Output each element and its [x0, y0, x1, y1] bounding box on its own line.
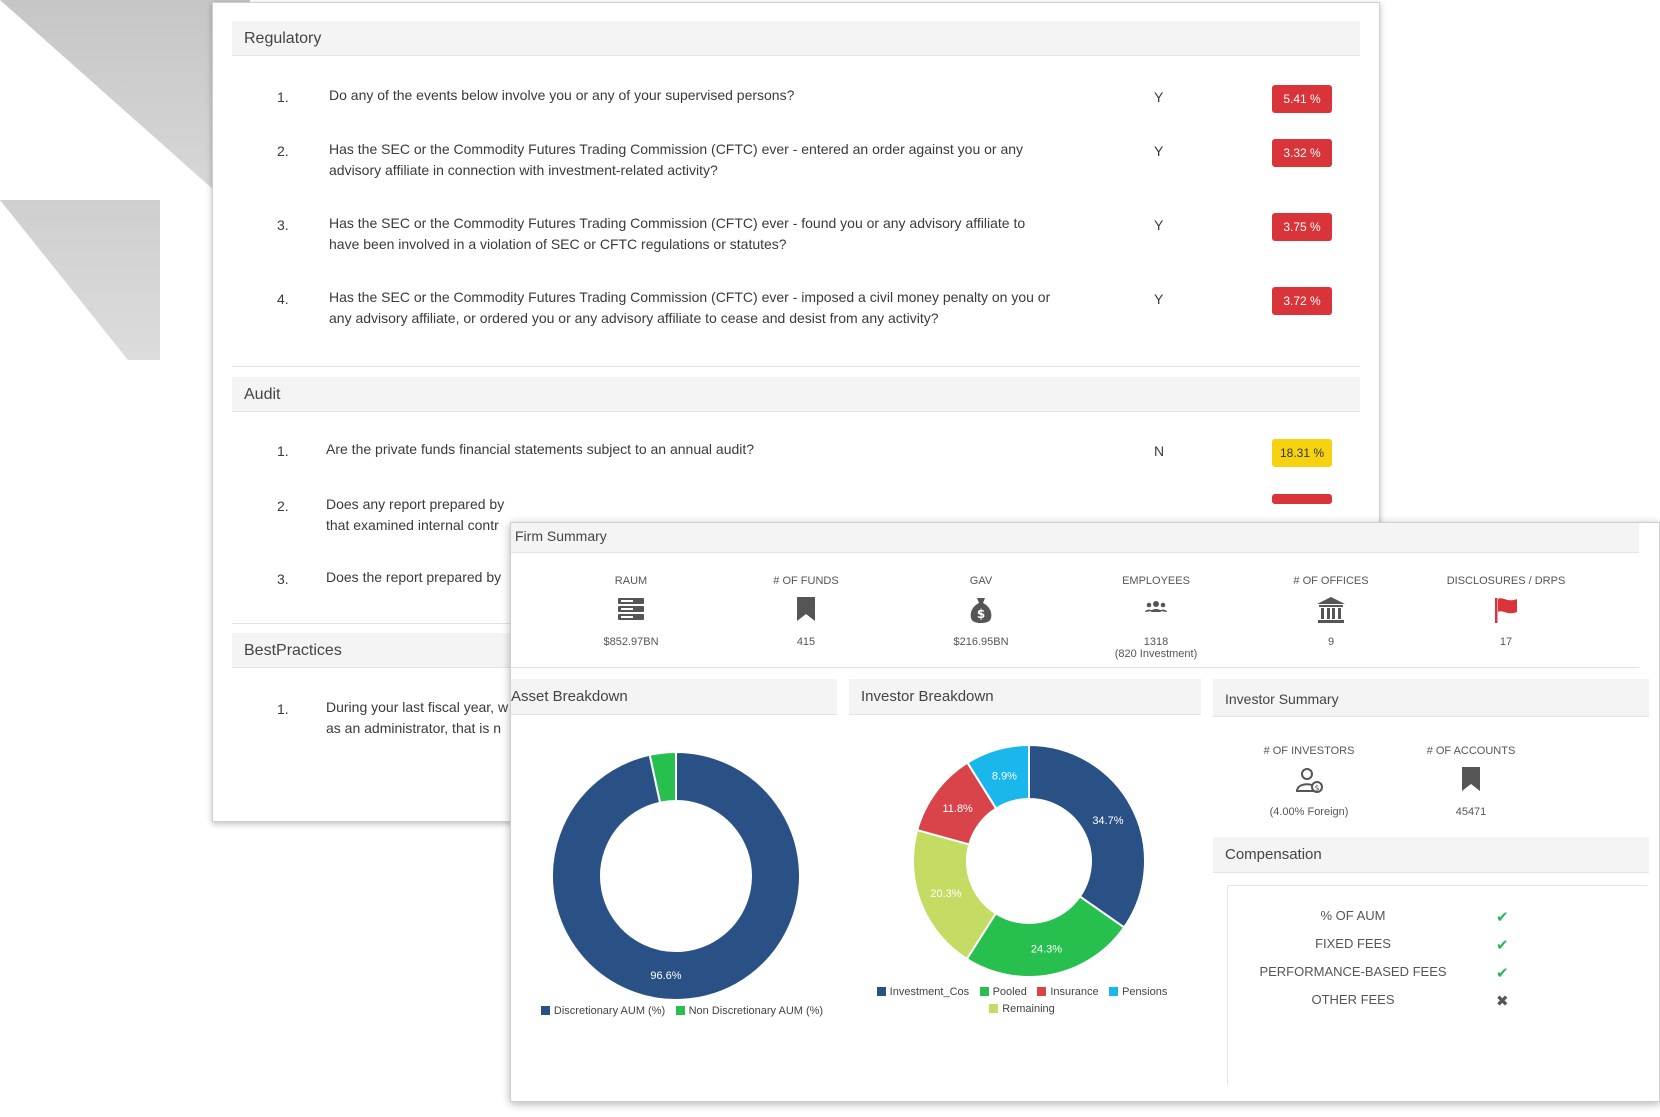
legend-swatch — [1109, 987, 1119, 996]
legend-swatch — [876, 987, 886, 996]
check-icon: ✔ — [1496, 937, 1509, 954]
question-text: Does the report prepared by — [326, 569, 502, 585]
donut-slice[interactable] — [1028, 743, 1146, 929]
legend-item[interactable]: Non Discretionary AUM (%) — [675, 1005, 823, 1017]
bank-icon — [1251, 596, 1411, 630]
bookmark-icon — [1391, 766, 1551, 800]
question-answer: Y — [1154, 217, 1164, 233]
legend-swatch — [989, 1004, 999, 1013]
slice-label: 34.7% — [1092, 815, 1123, 827]
firm-summary-header: Firm Summary — [511, 523, 1639, 553]
asset-breakdown-chart: 96.6% — [551, 750, 801, 1001]
stat-employees: EMPLOYEES 1318 (820 Investment) — [1076, 575, 1236, 660]
question-text: Has the SEC or the Commodity Futures Tra… — [329, 215, 1026, 252]
question-answer: Y — [1154, 291, 1164, 307]
legend-item[interactable]: Remaining — [989, 1001, 1055, 1017]
question-text: Do any of the events below involve you o… — [329, 87, 795, 103]
slice-label: 8.9% — [992, 770, 1017, 782]
donut-slice[interactable] — [551, 750, 801, 1001]
question-number: 1. — [277, 89, 289, 105]
stat-funds: # OF FUNDS 415 — [726, 575, 886, 648]
asset-breakdown-header: Asset Breakdown — [511, 679, 837, 715]
compensation-list: % OF AUM ✔ FIXED FEES ✔ PERFORMANCE-BASE… — [1227, 885, 1647, 1085]
percentage-badge: 3.32 % — [1272, 139, 1332, 167]
question-number: 2. — [277, 498, 289, 514]
question-number: 2. — [277, 143, 289, 159]
check-icon: ✔ — [1496, 909, 1509, 926]
section-divider — [232, 366, 1360, 367]
server-icon — [551, 596, 711, 630]
svg-text:$: $ — [977, 607, 985, 621]
legend-swatch — [1037, 987, 1047, 996]
question-number: 1. — [277, 701, 289, 717]
question-number: 4. — [277, 291, 289, 307]
legend-swatch — [675, 1006, 685, 1015]
stat-gav: GAV $ $216.95BN — [901, 575, 1061, 648]
investor-summary-header: Investor Summary — [1213, 679, 1649, 717]
stat-accounts: # OF ACCOUNTS 45471 — [1391, 745, 1551, 818]
legend-item[interactable]: Insurance — [1037, 984, 1099, 1000]
legend-item[interactable]: Discretionary AUM (%) — [540, 1005, 665, 1017]
percentage-badge: 3.75 % — [1272, 213, 1332, 241]
investor-breakdown-chart: 34.7% 24.3% 20.3% 11.8% 8.9% — [912, 743, 1146, 978]
percentage-badge — [1272, 494, 1332, 504]
percentage-badge: 3.72 % — [1272, 287, 1332, 315]
question-text: Are the private funds financial statemen… — [326, 441, 755, 457]
users-icon — [1076, 596, 1236, 630]
question-answer: Y — [1154, 89, 1164, 105]
slice-label: 20.3% — [930, 888, 961, 900]
legend-item[interactable]: Pensions — [1109, 984, 1167, 1000]
donut-slice[interactable] — [966, 743, 1030, 810]
percentage-badge: 18.31 % — [1272, 439, 1332, 467]
slice-label: 11.8% — [942, 803, 973, 815]
percentage-badge: 5.41 % — [1272, 85, 1332, 113]
investor-breakdown-header: Investor Breakdown — [849, 679, 1201, 715]
money-bag-icon: $ — [901, 596, 1061, 630]
legend-item[interactable]: Pooled — [979, 984, 1027, 1000]
question-number: 3. — [277, 217, 289, 233]
stat-raum: RAUM $852.97BN — [551, 575, 711, 648]
stat-offices: # OF OFFICES 9 — [1251, 575, 1411, 648]
question-answer: Y — [1154, 143, 1164, 159]
audit-header: Audit — [232, 377, 1360, 412]
donut-slice[interactable] — [648, 750, 677, 804]
regulatory-header: Regulatory — [232, 21, 1360, 56]
question-text: Has the SEC or the Commodity Futures Tra… — [329, 289, 1051, 326]
question-text: During your last fiscal year, w as an ad… — [326, 699, 509, 736]
svg-text:$: $ — [1314, 784, 1319, 793]
flag-icon — [1426, 596, 1586, 630]
section-divider — [511, 667, 1639, 668]
asset-legend: Discretionary AUM (%) Non Discretionary … — [535, 1001, 835, 1019]
question-text: Has the SEC or the Commodity Futures Tra… — [329, 141, 1024, 178]
legend-swatch — [540, 1006, 550, 1015]
compensation-header: Compensation — [1213, 837, 1649, 873]
question-number: 1. — [277, 443, 289, 459]
question-answer: N — [1154, 443, 1165, 459]
question-number: 3. — [277, 571, 289, 587]
card-shadow — [0, 200, 160, 360]
firm-summary-card: Firm Summary RAUM $852.97BN # OF FUNDS 4… — [510, 522, 1660, 1102]
slice-label: 24.3% — [1031, 943, 1062, 955]
investor-icon: $ — [1229, 766, 1389, 800]
legend-swatch — [979, 987, 989, 996]
investor-legend: Investment_Cos Pooled Insurance Pensions… — [855, 983, 1195, 1017]
questionnaire-card: Regulatory 1. Do any of the events below… — [212, 2, 1380, 822]
check-icon: ✔ — [1496, 965, 1509, 982]
slice-label: 96.6% — [650, 970, 681, 982]
question-text: Does any report prepared by that examine… — [326, 496, 505, 533]
stat-investors: # OF INVESTORS $ (4.00% Foreign) — [1229, 745, 1389, 818]
stat-disclosures: DISCLOSURES / DRPS 17 — [1426, 575, 1586, 648]
legend-item[interactable]: Investment_Cos — [876, 984, 969, 1000]
bookmark-icon — [726, 596, 886, 630]
donut-slice[interactable] — [965, 895, 1126, 978]
close-icon: ✖ — [1496, 993, 1509, 1010]
